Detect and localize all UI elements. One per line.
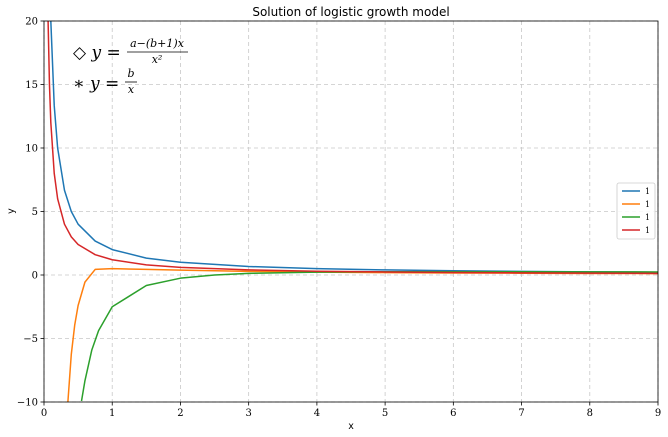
x-tick-label: 2 xyxy=(177,408,183,419)
legend-label: 1 xyxy=(645,200,650,209)
series-line-2 xyxy=(67,267,658,402)
x-tick-label: 1 xyxy=(109,408,115,419)
y-tick-label: 5 xyxy=(32,207,38,218)
series-line-4 xyxy=(47,21,658,275)
series-layer xyxy=(47,21,658,402)
eq2-denominator: x xyxy=(128,83,135,96)
x-tick-label: 9 xyxy=(655,408,661,419)
x-tick-label: 3 xyxy=(245,408,251,419)
y-tick-label: −10 xyxy=(17,398,38,409)
x-tick-label: 7 xyxy=(518,408,524,419)
x-tick-label: 8 xyxy=(587,408,593,419)
x-axis-label: x xyxy=(348,421,354,432)
x-tick-label: 6 xyxy=(450,408,456,419)
legend-box xyxy=(616,182,656,240)
equation-annotations: ◇ y = a−(b+1)x x² ∗ y = b x xyxy=(73,37,188,96)
eq1-lhs: ◇ y = xyxy=(73,43,121,63)
series-line-1 xyxy=(50,21,658,273)
legend-label: 1 xyxy=(645,213,650,222)
eq1-denominator: x² xyxy=(152,53,163,66)
y-tick-label: −5 xyxy=(23,334,38,345)
y-tick-label: 15 xyxy=(25,80,38,91)
x-tick-label: 4 xyxy=(314,408,320,419)
eq2-numerator: b xyxy=(127,67,134,80)
legend: 1 1 1 1 xyxy=(616,182,656,240)
y-axis-label: y xyxy=(6,208,17,214)
eq1-numerator: a−(b+1)x xyxy=(130,37,185,50)
eq2-lhs: ∗ y = xyxy=(73,74,119,94)
grid xyxy=(43,20,659,403)
x-ticks: 0 1 2 3 4 5 6 7 8 9 xyxy=(41,402,661,419)
x-tick-label: 0 xyxy=(41,408,47,419)
y-tick-label: 10 xyxy=(25,144,38,155)
legend-label: 1 xyxy=(645,187,650,196)
y-ticks: −10 −5 0 5 10 15 20 xyxy=(17,17,44,409)
y-tick-label: 20 xyxy=(25,17,38,28)
series-line-3 xyxy=(80,270,658,402)
y-tick-label: 0 xyxy=(32,271,38,282)
chart-title: Solution of logistic growth model xyxy=(252,5,449,19)
legend-label: 1 xyxy=(645,226,650,235)
x-tick-label: 5 xyxy=(382,408,388,419)
